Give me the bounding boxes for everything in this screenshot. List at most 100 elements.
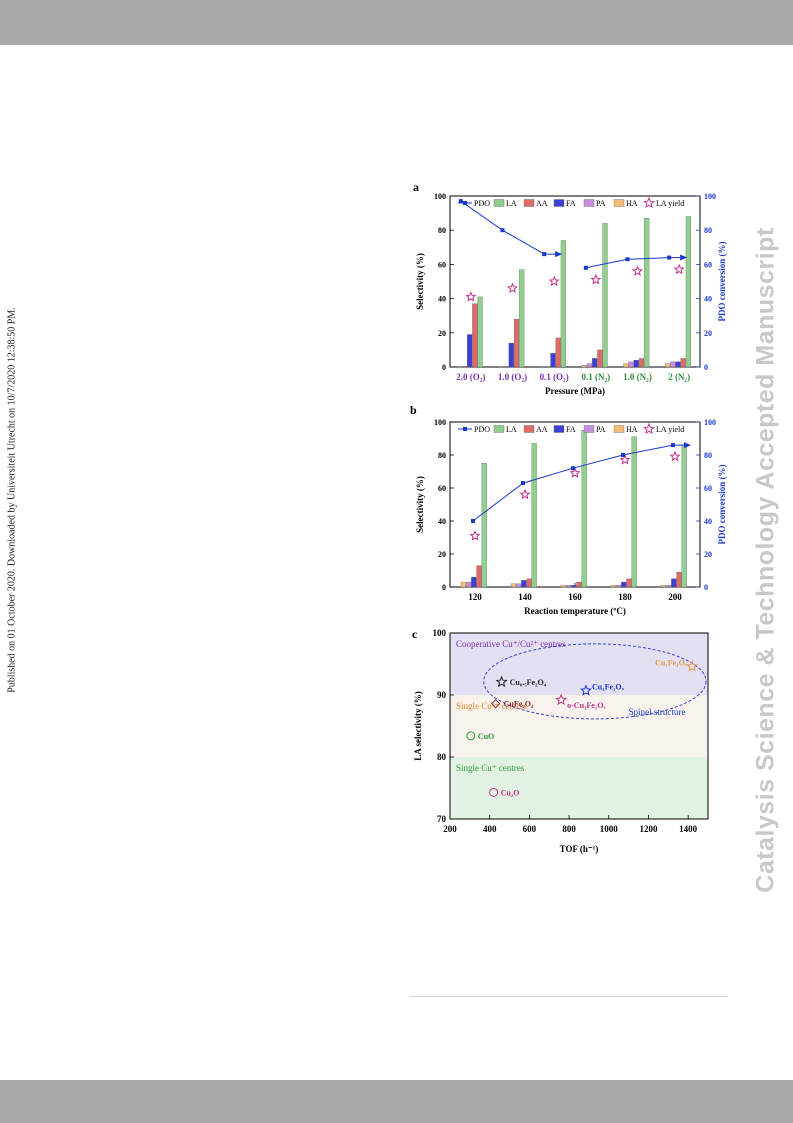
bar-aa	[597, 349, 603, 368]
bar-pa	[666, 585, 672, 588]
x-tick-label-b: 180	[618, 592, 632, 602]
bar-ha	[660, 585, 666, 588]
bar-aa	[626, 578, 632, 588]
pdo-point	[625, 257, 630, 262]
la-yield-point	[519, 488, 531, 500]
y-tick-label-b: 20	[438, 550, 446, 559]
bar-pa	[503, 365, 509, 368]
bar-fa	[633, 360, 639, 368]
legend-label-pdo: PDO	[474, 425, 490, 434]
y-tick-label-c: 80	[437, 752, 447, 762]
pdo-point	[571, 466, 575, 471]
selectivity-zone	[450, 633, 708, 695]
legend-label-la-yield: LA yield	[656, 425, 684, 434]
y-tick-label-a: 100	[434, 192, 446, 201]
bar-fa	[671, 578, 677, 588]
bar-aa	[680, 358, 686, 368]
legend-swatch-aa	[523, 199, 535, 207]
scatter-point-circle	[466, 731, 476, 741]
bar-ha	[665, 363, 671, 368]
pdo-line	[472, 444, 674, 522]
y-tick-label-a: 20	[438, 329, 446, 338]
scatter-point-label: CuFe₂O₄	[504, 700, 534, 709]
y-tick-label-a: 60	[438, 260, 446, 269]
pdo-point	[458, 199, 463, 204]
scatter-point-label: Cu₁Fe₁Oₓ	[655, 658, 688, 667]
panel-label-c: c	[412, 627, 418, 641]
legend-swatch-pa	[583, 199, 595, 207]
bar-la	[602, 223, 608, 368]
y-axis-title-b: Selectivity (%)	[415, 476, 425, 533]
legend-swatch-fa	[553, 199, 565, 207]
bar-la	[581, 430, 587, 588]
scatter-point-label: Cu₂O	[501, 788, 520, 797]
y2-tick-label-b: 20	[704, 550, 712, 559]
bar-fa	[675, 361, 681, 368]
y2-tick-label-b: 100	[704, 418, 716, 427]
bar-ha	[460, 581, 466, 588]
legend-swatch-ha	[613, 425, 625, 433]
x-tick-label-c: 1000	[600, 824, 619, 834]
figure: a 0 0 20 20 40 40 60 60 80 80 100 100 Selectivity (%)…	[410, 180, 727, 854]
x-tick-label-b: 140	[518, 592, 532, 602]
y2-tick-label-a: 80	[704, 226, 712, 235]
pdo-arrow-head	[680, 254, 688, 261]
bottom-footer-band	[0, 1080, 793, 1123]
side-note-text: Published on 01 October 2020. Downloaded…	[6, 307, 18, 693]
legend-label-pa: PA	[596, 199, 606, 208]
legend-swatch-la	[493, 425, 505, 433]
la-yield-point	[469, 530, 481, 541]
x-tick-label-b: 120	[468, 592, 482, 602]
legend-label-pdo: PDO	[474, 199, 490, 208]
pdo-arrow-head	[684, 442, 691, 449]
legend-pdo-marker	[463, 427, 467, 431]
scatter-point-label: Cu₂Fe₁Oₓ	[592, 683, 625, 692]
y2-tick-label-a: 40	[704, 295, 712, 304]
la-yield-point	[619, 454, 631, 465]
legend-pdo-marker	[463, 201, 467, 205]
pdo-point	[667, 255, 672, 260]
top-header-band	[0, 0, 793, 45]
x-axis-title-b: Reaction temperature (ºC)	[524, 606, 626, 616]
legend-swatch-pa	[583, 425, 595, 433]
y2-tick-label-b: 0	[704, 583, 708, 592]
la-yield-point	[669, 450, 681, 462]
y2-axis-title-b: PDO conversion (%)	[717, 465, 727, 545]
bar-ha	[510, 583, 516, 588]
bar-aa	[472, 303, 478, 368]
pdo-line	[460, 200, 545, 255]
la-yield-point	[465, 291, 477, 302]
bar-fa	[550, 353, 556, 368]
legend-label-la: LA	[506, 425, 517, 434]
legend-label-pa: PA	[596, 425, 606, 434]
bar-la	[519, 269, 525, 368]
x-tick-label-a: 1.0 (O₂)	[498, 372, 527, 382]
bar-aa	[676, 571, 682, 588]
x-tick-label-c: 800	[562, 824, 576, 834]
pdo-point	[500, 228, 505, 233]
zone-label: Cooperative Cu⁺/Cu²⁺ centres	[456, 639, 566, 649]
legend-label-fa: FA	[566, 425, 576, 434]
bar-la	[685, 216, 691, 368]
bar-la	[644, 218, 650, 368]
legend-la-yield-star	[642, 196, 656, 209]
scatter-point-diamond	[490, 698, 501, 709]
bar-fa	[592, 358, 598, 368]
x-tick-label-a: 0.1 (O₂)	[540, 372, 569, 382]
x-axis-title-a: Pressure (MPa)	[545, 386, 605, 396]
y-tick-label-c: 100	[433, 628, 447, 638]
y-axis-title-c: LA selectivity (%)	[413, 691, 423, 760]
bar-aa	[638, 358, 645, 368]
bar-aa	[476, 565, 482, 588]
bar-ha	[610, 585, 616, 588]
bar-la	[477, 296, 483, 368]
la-yield-point	[631, 265, 644, 276]
x-tick-label-c: 200	[443, 824, 457, 834]
bar-ha	[581, 365, 587, 368]
bar-fa	[471, 576, 477, 588]
legend-label-la-yield: LA yield	[656, 199, 684, 208]
scatter-point-star	[495, 675, 508, 688]
y-tick-label-a: 40	[438, 295, 446, 304]
bar-ha	[540, 365, 546, 368]
legend-label-aa: AA	[536, 199, 548, 208]
